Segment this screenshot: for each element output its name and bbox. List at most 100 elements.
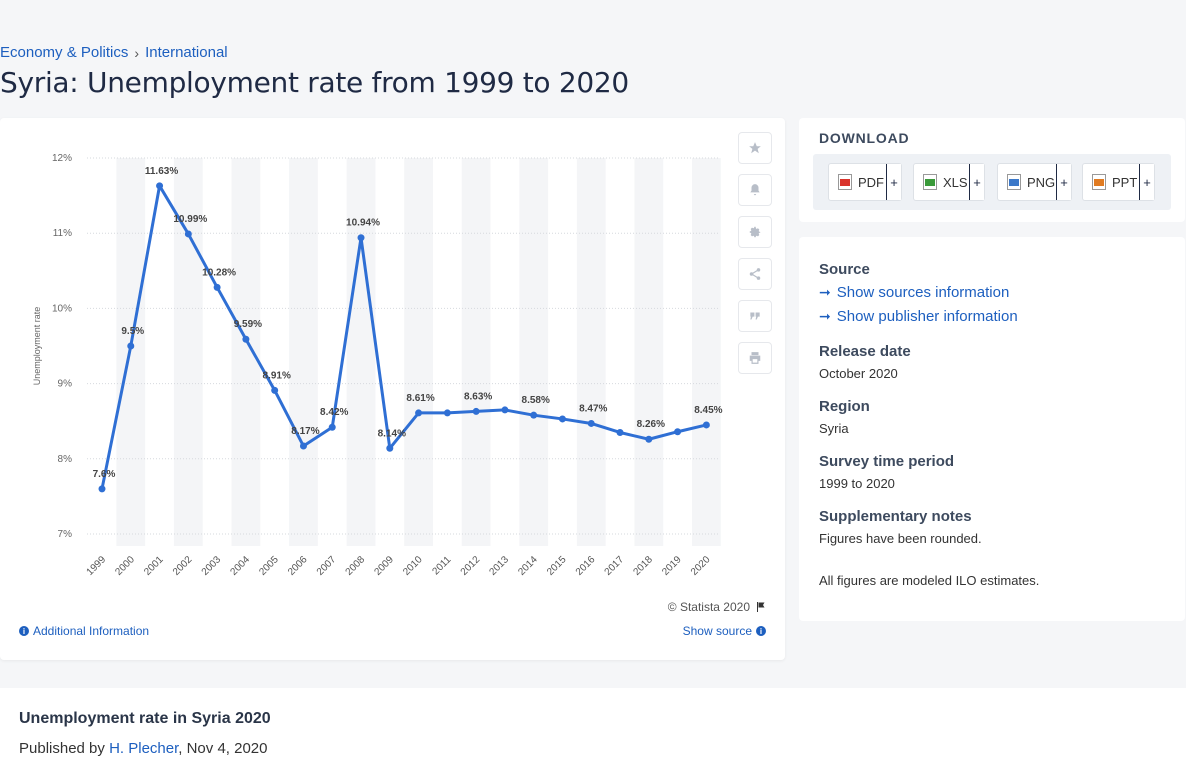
published-by-label: Published by [19,740,110,757]
data-point [213,283,221,291]
data-point [415,409,423,417]
supplementary-notes-heading: Supplementary notes [819,508,972,525]
cite-button[interactable] [738,300,772,332]
download-pdf-button[interactable]: PDF + [828,163,902,201]
data-point [501,406,509,414]
source-heading: Source [819,261,870,278]
author-link[interactable]: H. Plecher [109,740,179,757]
pdf-file-icon [838,174,852,190]
data-label: 8.61% [406,393,434,404]
flag-icon[interactable] [755,601,767,613]
x-tick-label: 2005 [257,554,281,578]
chart-card: 7% 8% 9% 10% 11% 12% Unemployment rate 1999 2000… [0,118,785,660]
data-point [184,230,192,238]
data-point [242,335,250,343]
favorite-button[interactable] [738,132,772,164]
statistic-info-card: Unemployment rate in Syria 2020 Publishe… [0,688,1186,760]
download-xls-button[interactable]: XLS + [913,163,985,201]
region-value: Syria [819,421,849,436]
xls-label: XLS [943,174,968,190]
ppt-label: PPT [1112,174,1138,190]
data-label: 8.91% [263,370,291,381]
statistic-title: Unemployment rate in Syria 2020 [19,710,271,727]
series-line [100,184,707,490]
column-band [691,158,721,546]
data-point [271,386,279,394]
column-band [461,158,491,546]
download-card: DOWNLOAD PDF + XLS + PNG + [799,118,1185,222]
chart-toolbar [738,132,772,374]
top-bar [0,0,1186,34]
x-tick-label: 2014 [516,554,540,578]
x-tick-label: 2011 [430,554,453,577]
y-tick-label: 9% [58,379,73,390]
show-publisher-link[interactable]: ➞ Show publisher information [819,308,1018,325]
data-label: 10.94% [346,218,380,229]
show-source-link[interactable]: Show source i [683,624,766,638]
additional-information-link[interactable]: i Additional Information [19,624,149,638]
column-band [519,158,549,546]
show-sources-label: Show sources information [836,284,1010,301]
x-tick-label: 2016 [574,554,598,578]
data-point [587,419,595,427]
additional-information-label: Additional Information [33,624,150,638]
xls-file-icon [923,174,937,190]
data-label: 8.17% [291,426,319,437]
arrow-right-icon: ➞ [819,284,831,300]
region-heading: Region [819,398,870,415]
show-sources-link[interactable]: ➞ Show sources information [819,284,1009,301]
share-button[interactable] [738,258,772,290]
download-buttons: PDF + XLS + PNG + PPT + [813,154,1171,210]
x-tick-label: 2010 [401,554,425,578]
data-label: 8.47% [579,403,607,414]
show-source-label: Show source [682,624,752,638]
info-icon: i [756,626,766,636]
breadcrumb-separator: › [134,44,140,61]
column-band [173,158,203,546]
data-point [558,415,566,423]
data-label: 7.6% [93,469,116,480]
breadcrumb-economy-politics[interactable]: Economy & Politics [0,44,129,61]
data-point [674,428,682,436]
png-plus-icon: + [1057,164,1071,200]
data-point [645,435,653,443]
x-tick-label: 2018 [631,554,655,578]
data-point [156,182,164,190]
data-label: 10.99% [173,214,207,225]
y-tick-label: 12% [52,153,72,164]
x-tick-label: 2007 [315,554,339,578]
xls-plus-icon: + [970,164,984,200]
column-band [231,158,261,546]
gear-icon [749,226,761,238]
data-label: 8.26% [637,419,665,430]
x-tick-label: 2000 [113,554,137,578]
data-label: 9.5% [121,326,144,337]
download-png-button[interactable]: PNG + [997,163,1072,201]
column-band [634,158,664,546]
download-ppt-button[interactable]: PPT + [1082,163,1155,201]
survey-period-heading: Survey time period [819,453,955,470]
x-tick-label: 2006 [286,554,310,578]
pdf-plus-icon: + [887,164,901,200]
data-point [472,407,480,415]
data-label: 8.45% [694,405,722,416]
settings-button[interactable] [738,216,772,248]
x-tick-label: 2012 [459,554,483,578]
breadcrumb-international[interactable]: International [145,44,228,61]
y-tick-label: 7% [58,529,73,540]
divider [969,164,970,200]
notification-button[interactable] [738,174,772,206]
y-tick-label: 11% [53,228,72,239]
column-band [576,158,606,546]
y-tick-label: 8% [58,454,73,465]
x-tick-label: 2009 [372,554,396,578]
data-label: 8.42% [320,407,348,418]
data-point [357,234,365,242]
data-point [127,342,135,350]
star-icon [749,142,761,154]
data-point [386,444,394,452]
y-tick-label: 10% [52,303,72,314]
pdf-label: PDF [858,174,884,190]
data-point [616,428,624,436]
print-button[interactable] [738,342,772,374]
